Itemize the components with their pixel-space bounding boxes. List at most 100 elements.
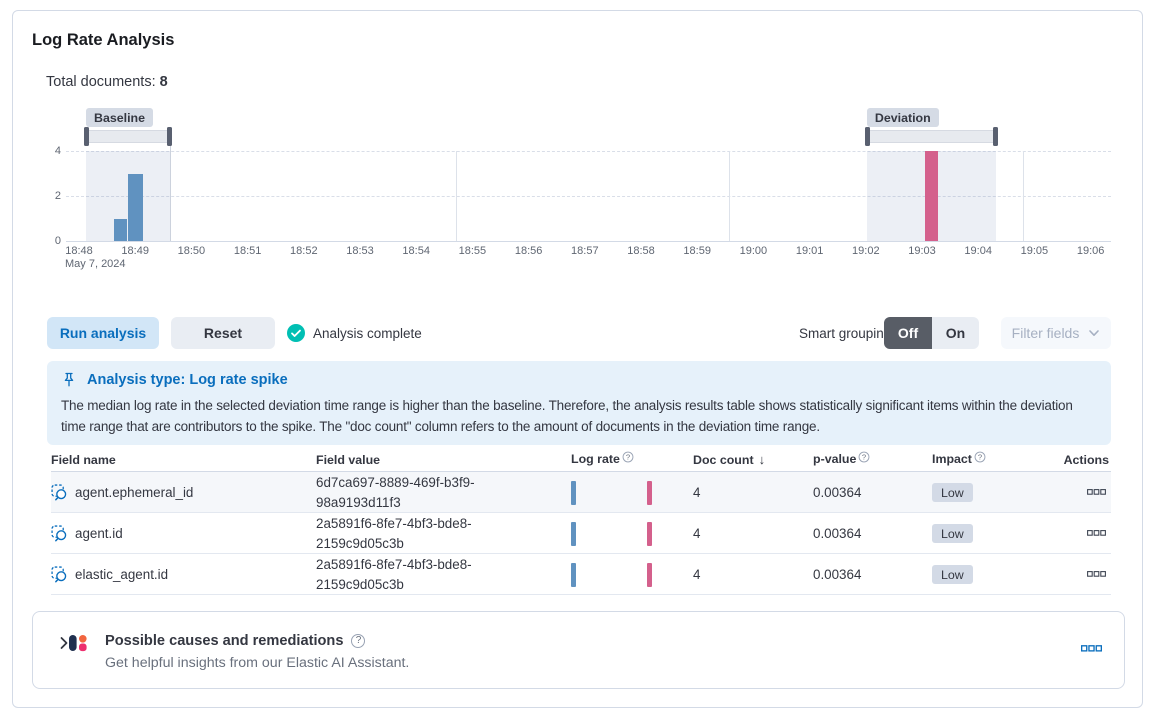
analysis-status: Analysis complete xyxy=(287,324,422,342)
field-name: elastic_agent.id xyxy=(75,567,169,582)
field-value: 6d7ca697-8889-469f-b3f9-98a9193d11f3 xyxy=(316,475,475,510)
run-analysis-button[interactable]: Run analysis xyxy=(47,317,159,349)
analysis-type-callout: Analysis type: Log rate spike The median… xyxy=(47,361,1111,445)
baseline-brush-edge-line xyxy=(170,130,171,241)
doc-count-value: 4 xyxy=(693,567,701,582)
header-doc-count[interactable]: Doc count ↓ xyxy=(693,452,766,467)
possible-causes-panel: Possible causes and remediations ? Get h… xyxy=(32,611,1125,689)
baseline-brush-left-handle[interactable] xyxy=(84,127,90,146)
baseline-brush[interactable] xyxy=(86,130,171,143)
header-field-name: Field name xyxy=(51,452,116,467)
ai-panel-title: Possible causes and remediations xyxy=(105,633,344,649)
total-documents: Total documents: 8 xyxy=(46,74,168,90)
callout-title: Analysis type: Log rate spike xyxy=(87,372,288,388)
boxes-horizontal-icon[interactable] xyxy=(1087,571,1106,578)
deviation-mini-bar xyxy=(647,480,652,505)
field-value: 2a5891f6-8fe7-4bf3-bde8-2159c9d05c3b xyxy=(316,557,472,592)
callout-body: The median log rate in the selected devi… xyxy=(61,398,1073,434)
y-tick-label: 0 xyxy=(54,235,61,247)
baseline-badge: Baseline xyxy=(86,108,153,127)
question-in-circle-icon[interactable]: ? xyxy=(622,451,634,463)
x-tick-label: 19:00 xyxy=(739,245,768,257)
deviation-brush[interactable] xyxy=(866,130,996,143)
table-row: elastic_agent.id 2a5891f6-8fe7-4bf3-bde8… xyxy=(51,554,1111,595)
reset-button[interactable]: Reset xyxy=(171,317,275,349)
table-header-row: Field name Field value Log rate? Doc cou… xyxy=(51,448,1111,472)
p-value: 0.00364 xyxy=(813,485,862,500)
deviation-mini-bar xyxy=(647,562,652,587)
baseline-mini-bar xyxy=(571,480,576,505)
x-tick-label: 18:54 xyxy=(402,245,430,257)
p-value: 0.00364 xyxy=(813,526,862,541)
x-tick-label: 19:01 xyxy=(795,245,824,257)
header-p-value[interactable]: p-value? xyxy=(801,451,920,466)
filter-fields-button[interactable]: Filter fields xyxy=(1001,317,1111,349)
x-tick-label: 19:02 xyxy=(852,245,880,257)
deviation-badge: Deviation xyxy=(866,108,939,127)
x-tick-label: 18:58 xyxy=(627,245,655,257)
check-in-circle-icon xyxy=(287,324,305,342)
question-in-circle-icon[interactable]: ? xyxy=(858,451,870,463)
field-name: agent.id xyxy=(75,526,123,541)
gridline xyxy=(66,196,1111,197)
header-log-rate[interactable]: Log rate? xyxy=(559,451,681,466)
x-axis-line xyxy=(66,241,1111,242)
doc-count-chart: 4 2 0 18:48 18:49 18:50 18:51 18:52 18:53 18:5… xyxy=(13,11,1142,707)
search-in-dashed-box-icon[interactable] xyxy=(51,484,68,501)
ai-panel-title-row[interactable]: Possible causes and remediations ? xyxy=(105,633,366,649)
doc-count-value: 4 xyxy=(693,485,701,500)
impact-badge: Low xyxy=(932,483,973,502)
table-row: agent.id 2a5891f6-8fe7-4bf3-bde8-2159c9d… xyxy=(51,513,1111,554)
search-in-dashed-box-icon[interactable] xyxy=(51,566,68,583)
total-documents-label: Total documents: xyxy=(46,74,160,90)
smart-grouping-off-button[interactable]: Off xyxy=(884,317,932,349)
chevron-right-icon[interactable] xyxy=(56,635,72,651)
x-tick-label: 18:48 xyxy=(65,245,93,257)
x-tick-label: 18:57 xyxy=(571,245,599,257)
doc-count-bar-baseline xyxy=(113,218,127,241)
log-rate-mini-chart xyxy=(559,472,681,513)
header-actions: Actions xyxy=(1063,452,1109,467)
boxes-horizontal-icon[interactable] xyxy=(1087,530,1106,537)
total-documents-value: 8 xyxy=(159,74,168,90)
analysis-results-table: Field name Field value Log rate? Doc cou… xyxy=(51,448,1111,595)
page-title: Log Rate Analysis xyxy=(32,31,175,49)
impact-badge: Low xyxy=(932,524,973,543)
x-tick-label: 18:51 xyxy=(233,245,262,257)
doc-count-bar-baseline xyxy=(128,173,143,241)
filter-fields-label: Filter fields xyxy=(1011,325,1080,341)
p-value: 0.00364 xyxy=(813,567,862,582)
x-tick-label: 18:56 xyxy=(514,245,543,257)
log-rate-mini-chart xyxy=(559,513,681,554)
question-in-circle-icon[interactable]: ? xyxy=(351,634,366,648)
log-rate-analysis-panel: Log Rate Analysis Total documents: 8 4 2… xyxy=(12,10,1143,708)
deviation-brush-left-handle[interactable] xyxy=(864,127,870,146)
x-tick-label: 18:53 xyxy=(346,245,374,257)
ai-panel-subtitle: Get helpful insights from our Elastic AI… xyxy=(105,655,410,671)
header-field-value: Field value xyxy=(316,452,381,467)
field-value: 2a5891f6-8fe7-4bf3-bde8-2159c9d05c3b xyxy=(316,516,472,551)
elastic-ai-assistant-icon xyxy=(69,635,87,652)
boxes-horizontal-icon[interactable] xyxy=(1081,645,1102,653)
vertical-gridline xyxy=(729,151,730,241)
deviation-brush-right-handle[interactable] xyxy=(992,127,998,146)
chevron-down-icon xyxy=(1089,330,1100,336)
smart-grouping-on-button[interactable]: On xyxy=(932,317,979,349)
deviation-mini-bar xyxy=(647,521,652,546)
boxes-horizontal-icon[interactable] xyxy=(1087,489,1106,496)
y-tick-label: 4 xyxy=(54,145,61,157)
field-name: agent.ephemeral_id xyxy=(75,485,194,500)
header-impact[interactable]: Impact? xyxy=(920,451,1039,466)
impact-badge: Low xyxy=(932,565,973,584)
table-row: agent.ephemeral_id 6d7ca697-8889-469f-b3… xyxy=(51,472,1111,513)
x-tick-label: 18:55 xyxy=(458,245,487,257)
baseline-brush-right-handle[interactable] xyxy=(167,127,173,146)
search-in-dashed-box-icon[interactable] xyxy=(51,525,68,542)
baseline-mini-bar xyxy=(571,562,576,587)
gridline xyxy=(66,151,1111,152)
x-tick-label: 18:49 xyxy=(121,245,149,257)
doc-count-bar-deviation xyxy=(924,151,939,241)
x-tick-label: 18:59 xyxy=(683,245,711,257)
question-in-circle-icon[interactable]: ? xyxy=(974,451,986,463)
x-tick-label: 19:06 xyxy=(1076,245,1105,257)
